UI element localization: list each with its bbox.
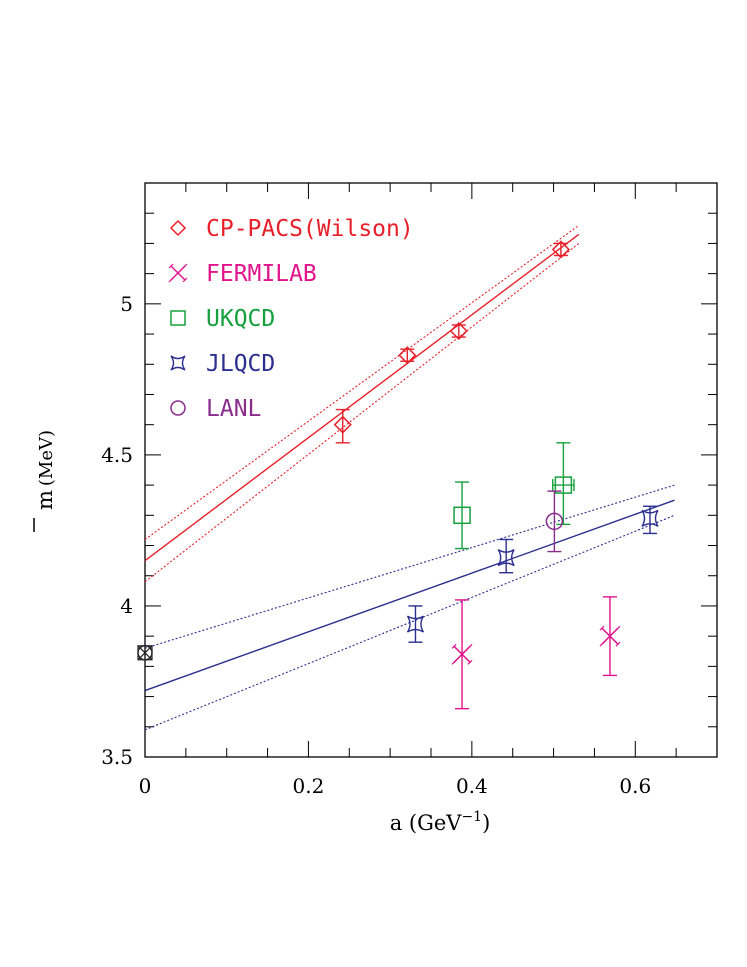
legend-label: LANL (206, 396, 261, 422)
extrapolated-square (137, 645, 153, 661)
series-jlqcd (406, 505, 659, 643)
x-tick-label: 0.2 (293, 774, 325, 798)
extrapolated-diag (137, 645, 153, 661)
jl-outline (641, 509, 659, 527)
x-axis-title: a (GeV−1) (390, 809, 491, 835)
fit-lines (144, 224, 675, 731)
x-tick-label: 0.6 (619, 774, 651, 798)
data-point (453, 481, 471, 550)
cross-serif (451, 659, 457, 665)
diamond-marker (169, 219, 187, 237)
extrapolated-point (137, 645, 153, 661)
jl-outline (170, 355, 186, 371)
diamond-marker (398, 346, 417, 365)
y-axis-symbol: m (33, 490, 57, 510)
legend-label: UKQCD (206, 306, 275, 332)
x-axis-exponent: −1 (461, 809, 482, 825)
fit-upper-band (144, 224, 580, 540)
y-axis-title: m (MeV) (33, 430, 57, 532)
cross-serif (451, 643, 457, 649)
data-points (137, 240, 659, 710)
x-tick-label: 0 (139, 774, 152, 798)
cross-serif (615, 641, 621, 647)
jl-marker (170, 355, 186, 371)
legend-entry: JLQCD (170, 351, 275, 377)
cross-serif (599, 625, 605, 631)
legend-entry: LANL (170, 396, 261, 422)
data-point (451, 599, 473, 710)
cross-marker (599, 625, 621, 647)
cross-stroke (453, 645, 471, 663)
legend-label: CP-PACS(Wilson) (206, 216, 414, 242)
fit-center-line (144, 233, 580, 562)
cross-serif (599, 641, 605, 647)
series-ukqcd (453, 442, 575, 550)
y-tick-label: 3.5 (101, 745, 133, 769)
series-cp-pacs-wilson- (333, 240, 570, 444)
jl-marker (641, 509, 659, 527)
cross-serif (182, 263, 188, 269)
series-fermilab (451, 596, 621, 710)
jl-outline (406, 615, 425, 633)
svg-text:m(MeV): m (MeV) (33, 430, 57, 510)
plot-frame-group: 0 0.2 0.4 0.6 3.5 4 4.5 5 (101, 182, 718, 798)
data-point (551, 240, 570, 259)
x-axis-label: a (GeV (390, 811, 463, 835)
fit-center-line (144, 499, 675, 692)
square-marker (453, 506, 471, 525)
cross-serif (182, 277, 188, 283)
data-point (398, 346, 417, 365)
y-axis-unit: (MeV) (36, 430, 57, 486)
circle-marker (545, 512, 564, 531)
cross-serif (615, 625, 621, 631)
jl-marker (406, 615, 425, 633)
x-axis-close: ) (482, 811, 490, 835)
diamond-marker (551, 240, 570, 259)
data-point (497, 538, 515, 574)
diamond-marker (333, 415, 352, 434)
data-point (545, 490, 564, 553)
square-marker (170, 310, 186, 326)
data-point (406, 605, 425, 643)
legend: CP-PACS(Wilson) FERMILAB UKQCD JLQCD LANL (168, 216, 414, 422)
fit-1 (144, 484, 675, 731)
cross-serif (168, 277, 174, 283)
diamond-marker (449, 321, 468, 341)
data-point (599, 596, 621, 677)
y-tick-label: 5 (120, 292, 133, 316)
cross-serif (168, 263, 174, 269)
legend-entry: CP-PACS(Wilson) (169, 216, 414, 242)
legend-entry: FERMILAB (168, 261, 317, 287)
series-lanl (545, 490, 564, 553)
legend-entry: UKQCD (170, 306, 275, 332)
circle-marker (170, 400, 186, 416)
fit-0 (144, 224, 580, 583)
cross-marker (451, 643, 473, 665)
cross-marker (168, 263, 188, 283)
data-point (641, 505, 659, 535)
legend-label: JLQCD (206, 351, 275, 377)
data-point (449, 321, 468, 341)
data-point (333, 408, 352, 444)
y-tick-label: 4.5 (101, 443, 133, 467)
square-marker (554, 476, 573, 494)
cross-serif (467, 659, 473, 665)
fit-upper-band (144, 484, 675, 649)
cross-stroke (170, 265, 186, 281)
legend-label: FERMILAB (206, 261, 317, 287)
jl-outline (497, 549, 515, 567)
jl-marker (497, 549, 515, 567)
x-tick-label: 0.4 (456, 774, 488, 798)
cross-serif (467, 643, 473, 649)
cross-stroke (601, 627, 619, 645)
data-point (552, 442, 575, 526)
y-tick-label: 4 (120, 594, 133, 618)
